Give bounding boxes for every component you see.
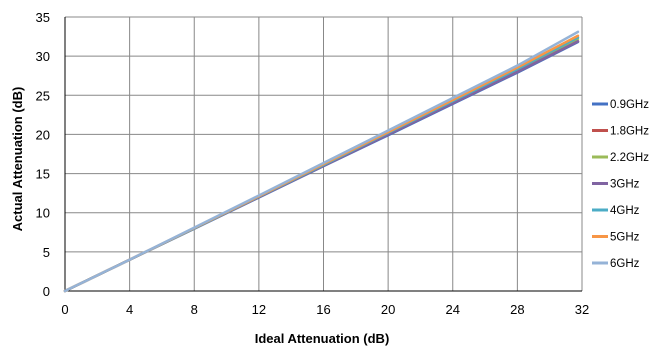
y-tick-label: 25 xyxy=(36,88,50,103)
legend-label: 3GHz xyxy=(610,179,640,191)
axes xyxy=(64,17,582,292)
x-tick-label: 16 xyxy=(316,302,330,317)
x-tick-label: 28 xyxy=(510,302,524,317)
series-lines xyxy=(63,30,580,293)
y-tick-label: 30 xyxy=(36,49,50,64)
x-tick-label: 32 xyxy=(575,302,589,317)
x-tick-label: 24 xyxy=(446,302,460,317)
legend-label: 5GHz xyxy=(610,232,640,244)
legend: 0.9GHz 1.8GHz 2.2GHz 3GHz 4GHz 5GHz 6GHz xyxy=(592,99,649,270)
y-tick-label: 20 xyxy=(36,127,50,142)
y-tick-label: 10 xyxy=(36,206,50,221)
x-axis-title: Ideal Attenuation (dB) xyxy=(255,331,390,346)
y-tick-label: 5 xyxy=(43,245,50,260)
x-tick-label: 4 xyxy=(126,302,133,317)
x-tick-label: 8 xyxy=(191,302,198,317)
y-tick-label: 15 xyxy=(36,167,50,182)
legend-label: 4GHz xyxy=(610,205,640,217)
tick-labels: 0 4 8 12 16 20 24 28 32 0 5 10 15 20 25 30 35 xyxy=(36,10,590,317)
series-line-6GHz xyxy=(63,30,580,293)
legend-label: 0.9GHz xyxy=(610,99,649,111)
y-tick-label: 0 xyxy=(43,284,50,299)
y-axis-title: Actual Attenuation (dB) xyxy=(10,87,25,232)
x-tick-label: 20 xyxy=(381,302,395,317)
y-tick-label: 35 xyxy=(36,10,50,25)
x-tick-label: 12 xyxy=(252,302,266,317)
legend-label: 1.8GHz xyxy=(610,126,649,138)
legend-label: 6GHz xyxy=(610,258,640,270)
x-tick-label: 0 xyxy=(61,302,68,317)
legend-label: 2.2GHz xyxy=(610,152,649,164)
grid-lines xyxy=(64,16,583,292)
